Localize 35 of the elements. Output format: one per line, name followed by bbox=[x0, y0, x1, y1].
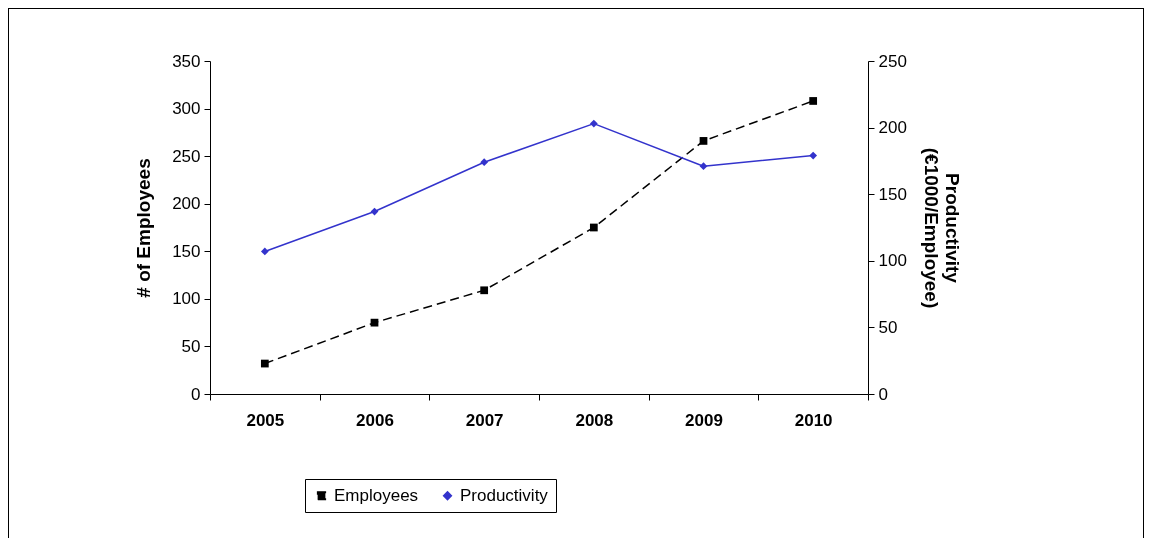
y-tick-label: 100 bbox=[172, 289, 201, 309]
x-tick-label: 2010 bbox=[794, 410, 833, 430]
y-tick-label: 0 bbox=[191, 384, 201, 404]
y-tick-label: 250 bbox=[172, 146, 201, 166]
y2-tick-label: 150 bbox=[878, 184, 907, 204]
point bbox=[699, 137, 708, 145]
y2-tick-label: 100 bbox=[878, 251, 907, 271]
point bbox=[589, 223, 598, 232]
y-tick-label: 300 bbox=[172, 99, 201, 119]
point bbox=[809, 151, 818, 160]
x-tick-label: 2006 bbox=[356, 410, 394, 430]
y2-axis-title: Productivity (€1000/Employee) bbox=[920, 147, 963, 309]
y-tick-label: 50 bbox=[181, 336, 201, 356]
y-tick-label: 200 bbox=[172, 194, 201, 214]
point bbox=[589, 119, 598, 128]
point bbox=[370, 318, 379, 327]
x-tick-label: 2005 bbox=[246, 410, 285, 430]
point bbox=[260, 359, 269, 368]
point bbox=[260, 247, 269, 256]
y-tick-label: 350 bbox=[172, 51, 201, 71]
y2-tick-label: 250 bbox=[878, 51, 907, 71]
y-axis-title: # of Employees bbox=[133, 158, 155, 298]
x-tick-label: 2008 bbox=[575, 410, 614, 430]
legend-label: Employees bbox=[334, 485, 419, 505]
point bbox=[480, 286, 489, 295]
y2-tick-label: 200 bbox=[878, 118, 907, 138]
y2-tick-label: 50 bbox=[878, 317, 898, 337]
point bbox=[809, 97, 818, 105]
point bbox=[699, 162, 708, 171]
x-tick-label: 2007 bbox=[465, 410, 504, 430]
point bbox=[480, 158, 489, 167]
legend-label: Productivity bbox=[460, 485, 549, 505]
x-tick-label: 2009 bbox=[685, 410, 723, 430]
y2-tick-label: 0 bbox=[878, 384, 888, 404]
y-tick-label: 150 bbox=[172, 241, 201, 261]
